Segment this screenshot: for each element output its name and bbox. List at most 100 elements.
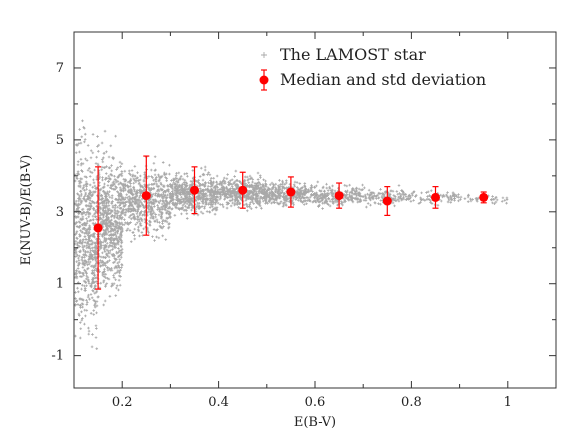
scatter-point <box>138 181 141 185</box>
scatter-point <box>467 194 470 197</box>
scatter-point <box>105 215 108 218</box>
scatter-point <box>87 193 91 197</box>
scatter-point <box>282 193 286 196</box>
scatter-point <box>183 189 186 192</box>
scatter-point <box>266 195 270 198</box>
scatter-point <box>169 216 172 219</box>
scatter-point <box>157 236 161 240</box>
x-tick-label: 1 <box>504 395 512 410</box>
scatter-point <box>82 273 86 277</box>
scatter-point <box>94 209 97 213</box>
scatter-point <box>82 298 85 302</box>
scatter-point <box>105 213 109 217</box>
scatter-point <box>295 186 299 189</box>
scatter-point <box>99 264 102 268</box>
scatter-point <box>149 168 153 172</box>
scatter-point <box>233 201 237 205</box>
median-point <box>431 192 440 202</box>
scatter-point <box>129 179 132 182</box>
scatter-point <box>146 186 150 189</box>
scatter-point <box>90 242 94 246</box>
scatter-point <box>86 168 90 172</box>
scatter-point <box>102 246 106 250</box>
scatter-point <box>261 183 265 186</box>
scatter-point <box>185 217 189 220</box>
scatter-point <box>139 216 143 220</box>
scatter-point <box>152 178 155 182</box>
scatter-point <box>120 174 124 178</box>
scatter-point <box>268 183 272 187</box>
scatter-point <box>270 201 273 205</box>
scatter-point <box>108 238 112 241</box>
scatter-point <box>99 206 103 210</box>
scatter-point <box>163 173 167 177</box>
scatter-point <box>86 210 89 214</box>
scatter-point <box>476 196 480 200</box>
scatter-point <box>74 297 77 300</box>
scatter-point <box>129 182 132 185</box>
scatter-point <box>447 196 450 200</box>
scatter-point <box>83 189 86 192</box>
scatter-point <box>121 229 124 233</box>
scatter-point <box>215 183 219 186</box>
scatter-point <box>201 178 205 182</box>
scatter-point <box>86 250 90 254</box>
scatter-point <box>109 221 113 225</box>
scatter-point <box>283 182 287 186</box>
scatter-point <box>254 190 258 193</box>
scatter-point <box>97 143 101 147</box>
scatter-point <box>81 212 85 215</box>
scatter-point <box>87 280 90 283</box>
scatter-point <box>101 218 105 222</box>
scatter-point <box>86 144 90 147</box>
scatter-point <box>136 207 140 211</box>
scatter-point <box>247 197 250 200</box>
scatter-point <box>331 194 335 198</box>
scatter-point <box>133 227 137 231</box>
scatter-point <box>81 238 85 241</box>
scatter-point <box>113 272 117 275</box>
scatter-point <box>91 214 95 218</box>
scatter-point <box>171 190 174 193</box>
scatter-point <box>114 212 118 216</box>
scatter-point <box>74 248 77 252</box>
scatter-point <box>197 207 201 210</box>
scatter-point <box>102 185 106 189</box>
scatter-point <box>94 280 98 283</box>
scatter-point <box>173 183 177 186</box>
scatter-point <box>163 208 166 211</box>
scatter-point <box>167 222 171 226</box>
scatter-point <box>304 190 308 194</box>
scatter-point <box>89 218 92 222</box>
scatter-point <box>412 199 415 202</box>
scatter-point <box>97 150 100 153</box>
scatter-point <box>101 263 104 267</box>
scatter-point <box>105 266 109 269</box>
scatter-point <box>94 249 97 253</box>
scatter-point <box>171 207 174 211</box>
scatter-point <box>212 186 216 190</box>
scatter-point <box>120 241 123 245</box>
scatter-point <box>457 193 460 196</box>
scatter-point <box>96 145 99 148</box>
scatter-point <box>81 317 84 320</box>
scatter-point <box>95 304 99 308</box>
scatter-point <box>317 200 320 204</box>
scatter-point <box>94 246 97 249</box>
scatter-point <box>129 221 132 224</box>
scatter-point <box>78 203 82 206</box>
scatter-point <box>79 306 82 309</box>
scatter-point <box>120 225 123 229</box>
scatter-point <box>283 201 286 204</box>
scatter-point <box>450 198 453 202</box>
scatter-point <box>151 192 155 196</box>
scatter-point <box>259 187 263 190</box>
scatter-point <box>160 174 164 178</box>
scatter-point <box>117 265 120 269</box>
scatter-point <box>219 196 223 200</box>
scatter-point <box>107 230 110 234</box>
scatter-point <box>101 197 104 201</box>
scatter-point <box>139 224 143 227</box>
scatter-point <box>87 231 91 234</box>
scatter-point <box>108 212 111 215</box>
